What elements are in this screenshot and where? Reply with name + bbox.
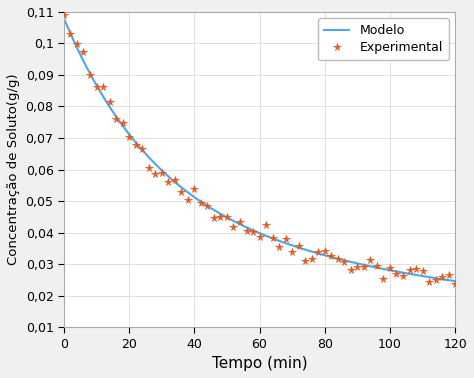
Modelo bbox=[249, 228, 255, 232]
Experimental bbox=[139, 146, 145, 151]
Line: Modelo: Modelo bbox=[64, 18, 455, 281]
Modelo bbox=[294, 245, 300, 249]
Experimental bbox=[61, 13, 67, 18]
Y-axis label: Concentração de Soluto(g/g): Concentração de Soluto(g/g) bbox=[7, 74, 20, 265]
Modelo bbox=[61, 16, 67, 20]
Legend: Modelo, Experimental: Modelo, Experimental bbox=[318, 18, 449, 60]
Experimental bbox=[152, 172, 158, 176]
Line: Experimental: Experimental bbox=[60, 12, 459, 288]
Experimental bbox=[270, 236, 275, 241]
Experimental bbox=[400, 274, 406, 279]
Modelo bbox=[443, 277, 448, 282]
X-axis label: Tempo (min): Tempo (min) bbox=[212, 356, 307, 371]
Modelo bbox=[247, 226, 253, 231]
Modelo bbox=[452, 279, 458, 284]
Modelo bbox=[382, 267, 387, 271]
Experimental bbox=[452, 282, 458, 286]
Experimental bbox=[296, 244, 301, 249]
Modelo bbox=[273, 237, 278, 242]
Experimental bbox=[198, 201, 204, 205]
